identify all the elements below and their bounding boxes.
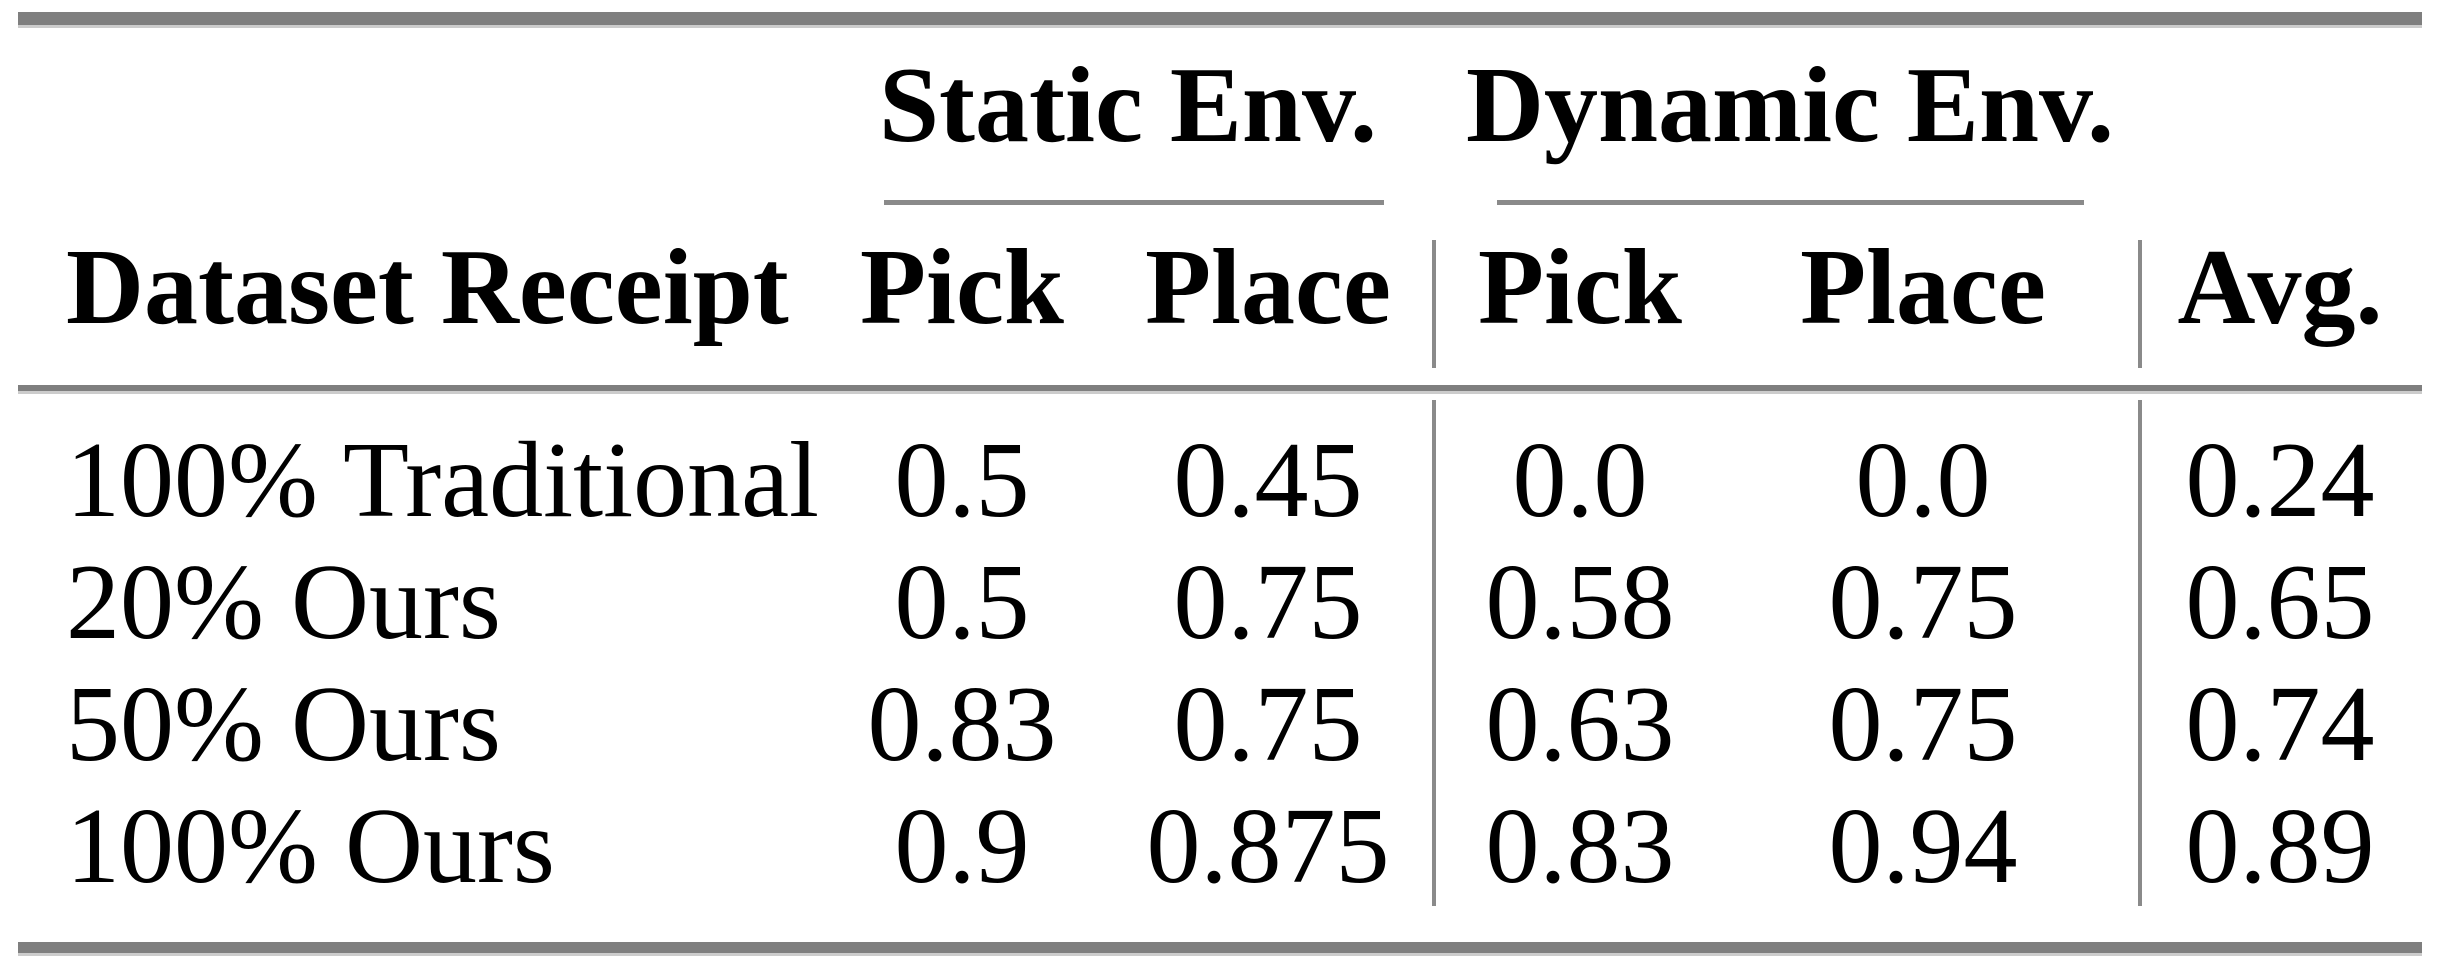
cell-static-place: 0.875 (1146, 787, 1390, 906)
cmidrule-static-env (884, 200, 1384, 205)
column-separator-static-dynamic-body (1432, 400, 1436, 906)
column-header-static-pick: Pick (860, 228, 1064, 347)
cmidrule-dynamic-env (1497, 200, 2084, 205)
column-group-header-static-env: Static Env. (878, 46, 1378, 165)
column-header-dynamic-pick: Pick (1478, 228, 1682, 347)
column-separator-dynamic-avg-body (2138, 400, 2142, 906)
cell-avg: 0.74 (2185, 665, 2375, 784)
row-label: 100% Traditional (66, 421, 820, 540)
cell-avg: 0.24 (2185, 421, 2375, 540)
cell-dynamic-pick: 0.63 (1485, 665, 1675, 784)
cell-dynamic-place: 0.75 (1828, 543, 2018, 662)
cell-dynamic-pick: 0.58 (1485, 543, 1675, 662)
column-header-avg: Avg. (2177, 228, 2383, 347)
cell-static-pick: 0.9 (894, 787, 1030, 906)
cell-static-pick: 0.5 (894, 543, 1030, 662)
cell-dynamic-place: 0.0 (1855, 421, 1991, 540)
row-label: 50% Ours (66, 665, 501, 784)
column-separator-static-dynamic-header (1432, 240, 1436, 368)
row-label: 20% Ours (66, 543, 501, 662)
table-bottomrule (18, 942, 2422, 956)
cell-avg: 0.65 (2185, 543, 2375, 662)
row-label: 100% Ours (66, 787, 555, 906)
column-header-dynamic-place: Place (1800, 228, 2046, 347)
cell-dynamic-place: 0.75 (1828, 665, 2018, 784)
cell-avg: 0.89 (2185, 787, 2375, 906)
column-separator-dynamic-avg-header (2138, 240, 2142, 368)
cell-dynamic-pick: 0.83 (1485, 787, 1675, 906)
table-toprule (18, 12, 2422, 28)
table-midrule (18, 385, 2422, 394)
cell-static-place: 0.45 (1173, 421, 1363, 540)
cell-static-place: 0.75 (1173, 665, 1363, 784)
cell-dynamic-place: 0.94 (1828, 787, 2018, 906)
cell-static-pick: 0.5 (894, 421, 1030, 540)
column-header-static-place: Place (1145, 228, 1391, 347)
cell-dynamic-pick: 0.0 (1512, 421, 1648, 540)
cell-static-place: 0.75 (1173, 543, 1363, 662)
column-header-dataset-receipt: Dataset Receipt (66, 228, 789, 347)
cell-static-pick: 0.83 (867, 665, 1057, 784)
column-group-header-dynamic-env: Dynamic Env. (1465, 46, 2115, 165)
